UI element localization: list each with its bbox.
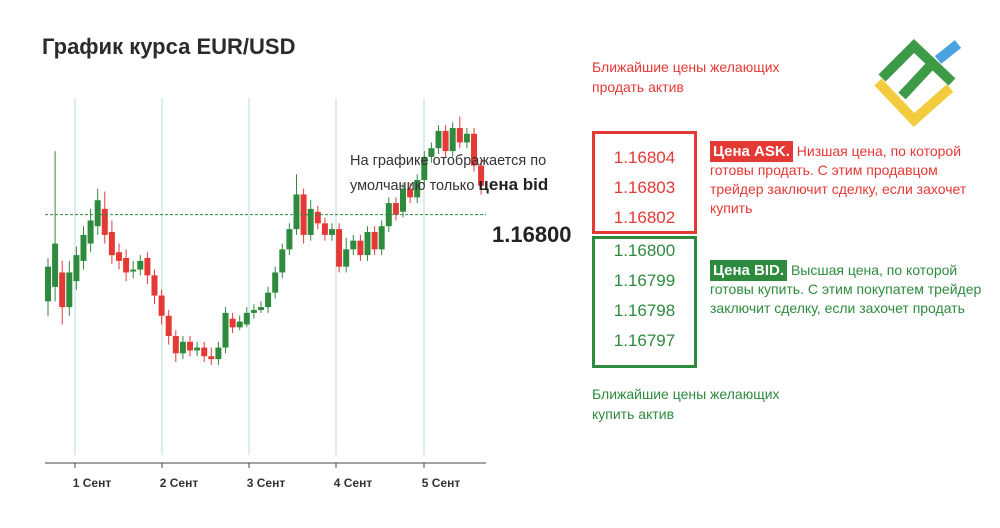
candle-body xyxy=(144,258,151,276)
candle-body xyxy=(307,208,314,235)
candles xyxy=(45,116,485,365)
candle-body xyxy=(357,240,364,256)
candle-body xyxy=(258,307,264,310)
ask-price: 1.16802 xyxy=(613,208,676,227)
candle-body xyxy=(187,341,193,351)
candle-body xyxy=(222,312,229,348)
candle-body xyxy=(66,272,73,308)
brand-logo-icon xyxy=(874,39,962,127)
candle-body xyxy=(364,232,371,256)
candle-body xyxy=(130,269,137,272)
x-tick-label: 2 Сент xyxy=(160,476,199,490)
bid-caption: Ближайшие цены желающих купить актив xyxy=(592,386,780,422)
bid-description: Цена BID. Высшая цена, по которой готовы… xyxy=(710,260,990,318)
ask-price: 1.16803 xyxy=(613,178,676,197)
candle-body xyxy=(293,194,300,230)
candle-body xyxy=(208,356,215,360)
candle-body xyxy=(215,347,222,360)
candle-body xyxy=(400,188,406,212)
candle-body xyxy=(137,260,144,270)
candle-body xyxy=(442,130,449,152)
candle-body xyxy=(336,229,343,267)
candle-body xyxy=(371,232,378,250)
candle-body xyxy=(229,318,236,328)
chart-title: График курса EUR/USD xyxy=(42,34,296,59)
candle-body xyxy=(279,249,286,273)
candle-body xyxy=(101,208,108,235)
candle-body xyxy=(45,266,51,302)
candle-body xyxy=(243,312,250,325)
candle-body xyxy=(378,226,385,250)
bid-description-text: Высшая цена, по которой готовы купить. С… xyxy=(710,262,982,316)
candle-body xyxy=(414,180,421,198)
candle-body xyxy=(478,165,485,186)
x-tick-label: 4 Сент xyxy=(334,476,373,490)
candle-body xyxy=(52,243,59,287)
chart-note-bold: цена bid xyxy=(478,175,549,194)
candle-body xyxy=(456,128,463,143)
candle-body xyxy=(151,275,158,296)
ask-description: Цена ASK. Низшая цена, по которой готовы… xyxy=(710,141,990,218)
candle-body xyxy=(463,133,470,143)
ask-caption: Ближайшие цены желающих продать актив xyxy=(592,59,780,95)
ask-price-box: 1.16804 1.16803 1.16802 xyxy=(592,131,697,234)
current-price-label: 1.16800 xyxy=(492,222,572,247)
x-tick-label: 5 Сент xyxy=(422,476,461,490)
candle-body xyxy=(123,258,130,273)
candle-body xyxy=(435,130,442,149)
candle-body xyxy=(172,336,179,354)
ask-description-text: Низшая цена, по которой готовы продать. … xyxy=(710,143,967,216)
bid-price: 1.16798 xyxy=(613,301,676,320)
candle-body xyxy=(94,200,101,227)
chart-note-text: На графике отображается по умолчанию тол… xyxy=(350,153,547,194)
candle-body xyxy=(265,292,272,308)
candle-body xyxy=(321,223,328,235)
candle-body xyxy=(428,148,435,157)
candle-body xyxy=(407,188,414,198)
candle-body xyxy=(108,232,115,256)
candle-body xyxy=(329,229,335,235)
candle-body xyxy=(80,234,87,261)
candle-body xyxy=(385,203,392,227)
bid-price: 1.16797 xyxy=(613,331,676,350)
candle-body xyxy=(250,310,257,313)
candle-body xyxy=(286,229,293,250)
candle-body xyxy=(116,252,122,261)
candle-body xyxy=(449,128,456,152)
grid-lines xyxy=(74,98,425,455)
bid-price: 1.16800 xyxy=(613,241,676,260)
ask-price: 1.16804 xyxy=(613,148,676,167)
candle-body xyxy=(73,255,80,282)
candle-body xyxy=(158,295,165,316)
candle-body xyxy=(343,249,350,267)
x-axis: 1 Сент 2 Сент 3 Сент 4 Сент 5 Сент xyxy=(73,463,461,490)
ask-tag: Цена ASK. xyxy=(710,141,793,162)
candle-body xyxy=(236,321,243,328)
candle-body xyxy=(350,240,357,250)
candle-body xyxy=(272,272,279,293)
x-tick-label: 1 Сент xyxy=(73,476,112,490)
candle-body xyxy=(421,156,428,180)
candle-body xyxy=(165,315,172,336)
x-tick-label: 3 Сент xyxy=(247,476,286,490)
bid-price: 1.16799 xyxy=(613,271,676,290)
candle-body xyxy=(87,220,94,244)
candle-body xyxy=(300,194,307,235)
candle-body xyxy=(471,133,477,166)
candle-body xyxy=(314,211,321,224)
bid-tag: Цена BID. xyxy=(710,260,788,281)
candle-body xyxy=(59,272,66,308)
candle-body xyxy=(201,347,208,357)
chart-note: На графике отображается по умолчанию тол… xyxy=(350,150,590,198)
candle-body xyxy=(194,347,201,351)
candle-body xyxy=(392,203,399,215)
candle-body xyxy=(179,341,186,354)
bid-price-box: 1.16800 1.16799 1.16798 1.16797 xyxy=(592,236,697,368)
